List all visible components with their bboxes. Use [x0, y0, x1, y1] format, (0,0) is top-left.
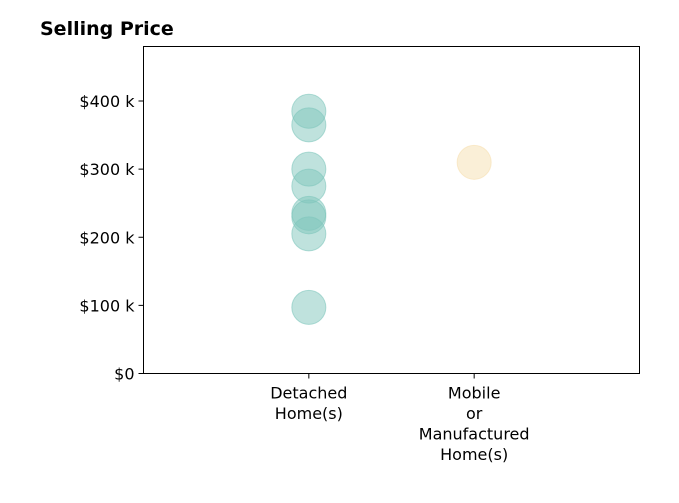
data-point	[291, 289, 327, 325]
y-tick-label: $400 k	[79, 92, 135, 111]
x-tick-label-line: Manufactured	[419, 425, 530, 444]
y-tick-label: $0	[114, 365, 134, 384]
plot-area	[143, 46, 640, 374]
x-tick-label: Mobile or Manufactured Home(s)	[419, 384, 530, 465]
x-axis: Detached Home(s)Mobile or Manufactured Home(…	[270, 373, 530, 465]
data-point	[291, 107, 327, 143]
data-point	[291, 216, 327, 252]
x-tick-label-line: Mobile	[448, 384, 500, 403]
x-tick-label-line: or	[466, 404, 483, 423]
y-tick-label: $100 k	[79, 296, 135, 315]
x-tick-label-line: Home(s)	[440, 445, 508, 464]
y-tick-label: $200 k	[79, 228, 135, 247]
x-tick-label: Detached Home(s)	[270, 384, 347, 424]
y-axis: $0 $100 k $200 k $300 k $400 k	[79, 92, 144, 384]
x-tick-label-line: Detached	[270, 384, 347, 403]
x-tick-label-line: Home(s)	[275, 404, 343, 423]
data-point	[456, 144, 492, 180]
data-points	[291, 93, 492, 325]
chart-title: Selling Price	[40, 18, 174, 40]
y-tick-label: $300 k	[79, 160, 135, 179]
